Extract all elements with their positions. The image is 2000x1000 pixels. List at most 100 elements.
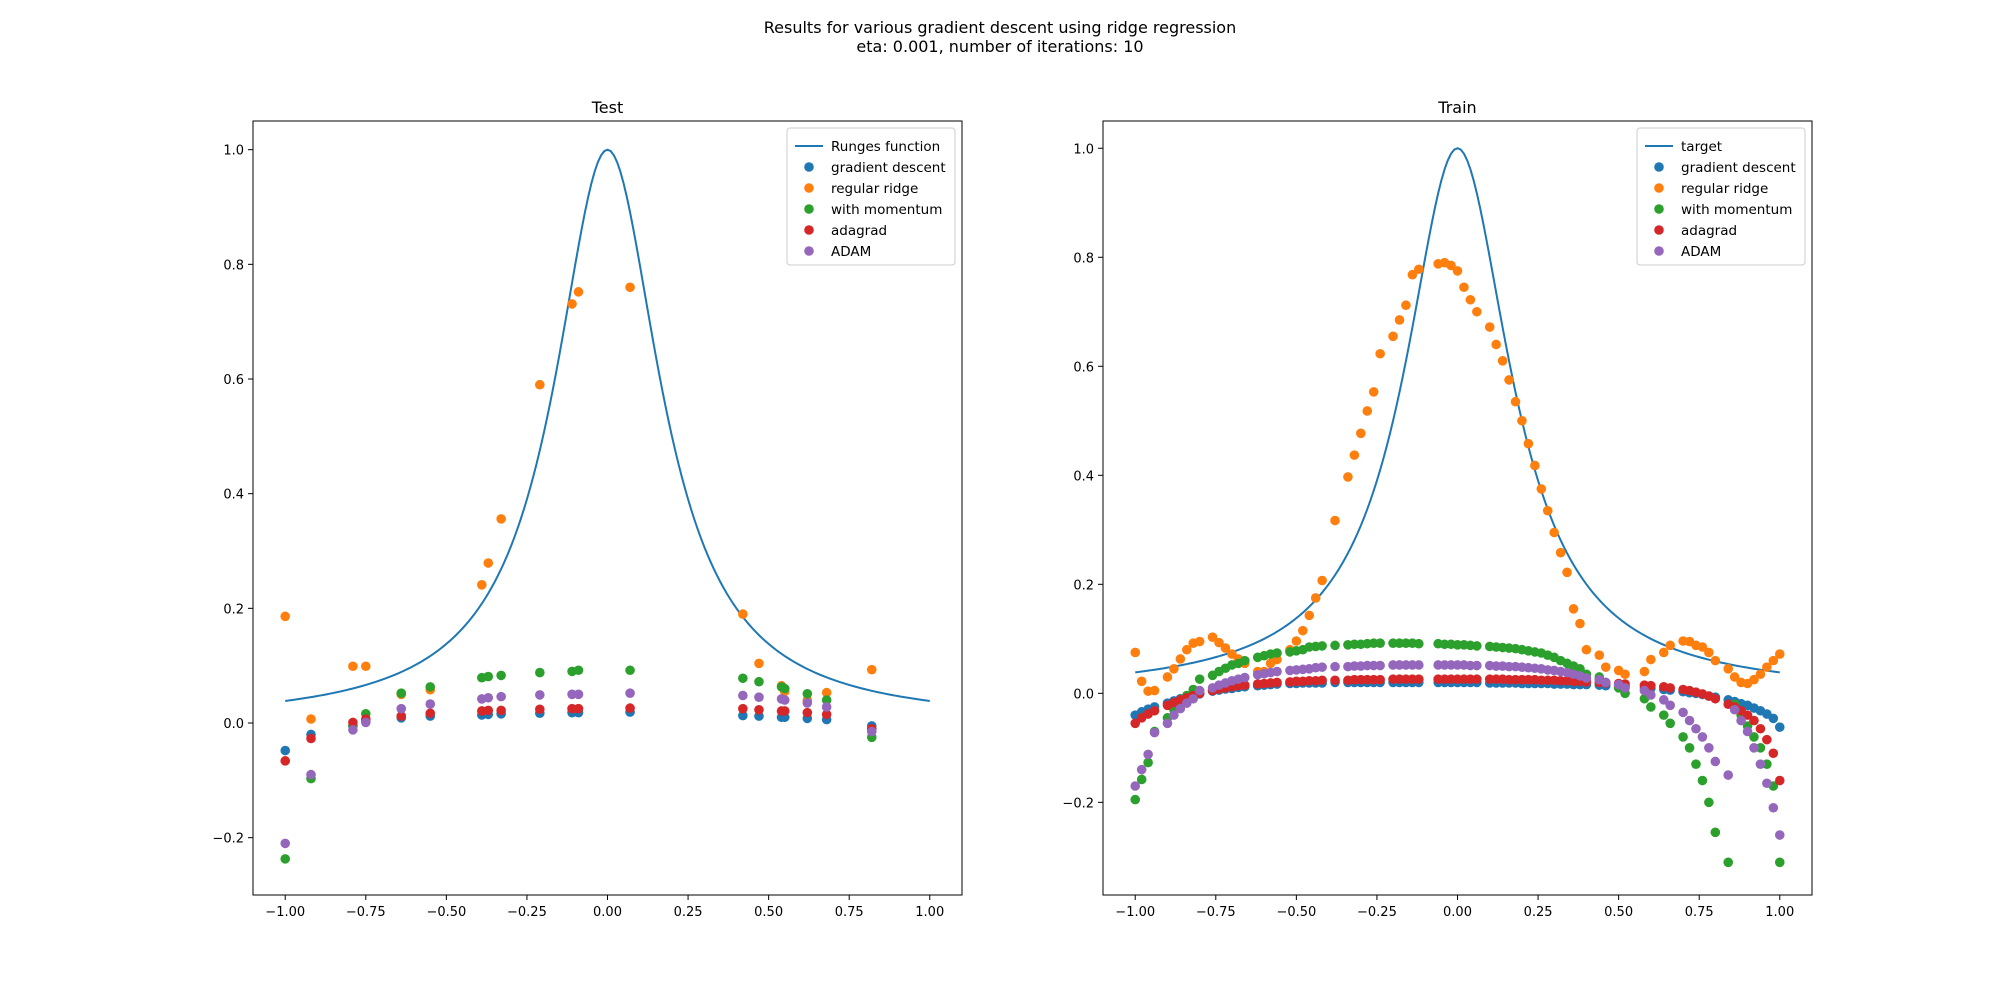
- data-point: [280, 838, 291, 849]
- y-tick-label: 0.0: [223, 717, 244, 732]
- data-point: [1349, 450, 1360, 460]
- y-tick-label: 0.4: [223, 488, 244, 503]
- data-point: [1620, 669, 1630, 680]
- data-point: [573, 689, 584, 700]
- data-point: [1530, 460, 1540, 471]
- legend-entry: regular ridge: [1681, 181, 1768, 197]
- data-point: [1710, 655, 1721, 666]
- data-point: [1459, 282, 1469, 293]
- panel-test: Test −1.00 −0.75 −0.50 −0.25 0.00 0.25 0.50 0.75…: [212, 98, 963, 920]
- data-point: [1691, 759, 1701, 769]
- data-point: [1581, 644, 1592, 655]
- data-point: [1665, 683, 1675, 693]
- series-regular-ridge: [1130, 257, 1785, 696]
- data-point: [306, 733, 316, 744]
- legend-entry: Runges function: [831, 139, 940, 155]
- data-point: [1697, 732, 1708, 742]
- data-point: [1401, 300, 1411, 311]
- legend-marker: [804, 246, 814, 256]
- data-point: [1472, 641, 1482, 651]
- data-point: [280, 745, 291, 756]
- data-point: [738, 673, 748, 684]
- data-point: [1736, 715, 1746, 726]
- data-point: [1298, 625, 1308, 636]
- y-tick-label: 0.2: [223, 602, 244, 617]
- y-tick-label: 0.8: [1073, 251, 1094, 266]
- data-point: [1188, 693, 1199, 704]
- data-point: [1175, 703, 1186, 714]
- data-point: [1710, 827, 1721, 838]
- data-point: [1755, 723, 1766, 734]
- data-point: [1710, 756, 1721, 767]
- data-point: [1465, 294, 1476, 305]
- data-point: [1136, 764, 1147, 775]
- data-point: [1343, 472, 1353, 482]
- data-point: [1149, 705, 1160, 716]
- data-point: [866, 726, 877, 737]
- data-point: [1497, 356, 1508, 366]
- axes-frame: [1102, 120, 1813, 896]
- data-point: [1491, 339, 1501, 350]
- data-point: [1562, 567, 1572, 578]
- data-point: [1762, 662, 1772, 672]
- legend-entry: target: [1681, 139, 1722, 155]
- data-point: [1181, 644, 1192, 655]
- data-point: [1304, 610, 1315, 621]
- legend-entry: gradient descent: [1681, 160, 1796, 176]
- data-point: [1317, 675, 1327, 686]
- legend-marker: [804, 204, 814, 214]
- x-tick-label: 0.75: [1685, 905, 1714, 920]
- legend-marker: [1654, 204, 1664, 214]
- data-point: [1691, 723, 1701, 734]
- data-point: [1575, 664, 1585, 674]
- data-point: [1704, 743, 1714, 753]
- data-point: [496, 705, 506, 716]
- y-tick-label: 0.4: [1073, 469, 1094, 484]
- data-point: [1665, 718, 1675, 729]
- legend-entry: gradient descent: [831, 160, 946, 176]
- data-point: [1729, 672, 1740, 682]
- data-point: [1330, 640, 1340, 651]
- data-point: [1169, 710, 1179, 720]
- data-point: [348, 725, 358, 735]
- data-point: [1330, 661, 1340, 672]
- x-tick-label: 0.00: [1443, 905, 1472, 920]
- y-tick-label: 0.6: [1073, 360, 1094, 375]
- data-point: [1510, 396, 1521, 407]
- data-point: [1414, 660, 1424, 670]
- legend-marker: [804, 162, 814, 172]
- x-tick-label: −0.25: [507, 905, 547, 920]
- data-point: [535, 704, 545, 715]
- x-tick-label: 0.75: [835, 905, 864, 920]
- data-point: [1240, 672, 1250, 683]
- data-point: [1414, 264, 1424, 275]
- data-point: [1375, 638, 1385, 648]
- data-point: [1472, 306, 1482, 317]
- legend-marker: [804, 183, 814, 193]
- data-point: [1542, 505, 1553, 516]
- data-point: [1639, 666, 1650, 677]
- data-point: [1452, 266, 1463, 276]
- y-tick-label: 0.8: [223, 258, 244, 273]
- series-with-momentum: [1130, 638, 1785, 868]
- x-tick-label: 1.00: [1765, 905, 1794, 920]
- data-point: [396, 711, 407, 721]
- data-point: [1768, 802, 1779, 813]
- series-adagrad: [1130, 674, 1785, 786]
- data-point: [779, 683, 790, 694]
- data-point: [1130, 794, 1141, 805]
- data-point: [361, 717, 371, 728]
- chart-title: Train: [1437, 98, 1476, 117]
- data-point: [1130, 781, 1141, 791]
- data-point: [866, 664, 877, 675]
- data-point: [425, 699, 436, 709]
- data-point: [1194, 685, 1205, 696]
- data-point: [1749, 732, 1759, 742]
- data-point: [1729, 704, 1740, 715]
- data-point: [1704, 797, 1714, 808]
- data-point: [1774, 649, 1785, 659]
- series-with-momentum: [280, 665, 877, 864]
- data-point: [1568, 604, 1579, 614]
- data-point: [1207, 632, 1218, 642]
